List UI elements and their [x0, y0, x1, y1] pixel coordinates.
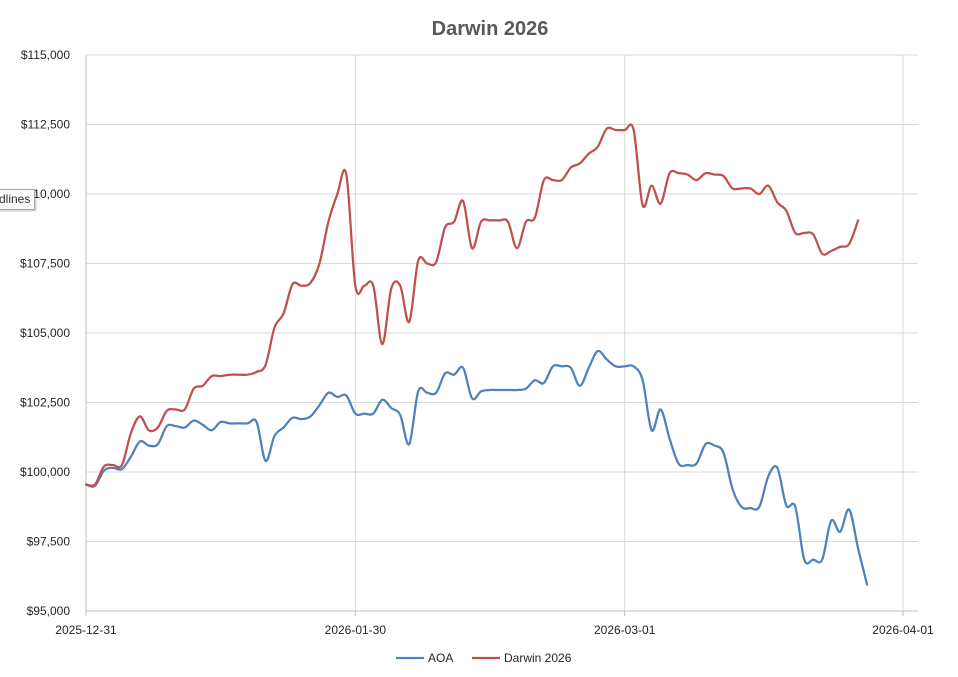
- y-tick-label: $115,000: [21, 48, 70, 62]
- chart-grid: [86, 54, 918, 611]
- x-tick-label: 2026-01-30: [325, 623, 387, 637]
- x-tick-label: 2025-12-31: [55, 623, 117, 637]
- chart-title: Darwin 2026: [432, 18, 549, 40]
- y-tick-label: $102,500: [20, 396, 70, 410]
- series-line-aoa: [84, 349, 869, 586]
- legend: AOA Darwin 2026: [396, 651, 572, 665]
- x-tick-label: 2026-04-01: [872, 623, 934, 637]
- legend-label: AOA: [428, 651, 453, 665]
- y-tick-label: $95,000: [27, 604, 71, 618]
- x-axis-ticks: 2025-12-31 2026-01-30 2026-03-01 2026-04-01: [55, 623, 934, 637]
- y-axis-ticks: $95,000 $97,500 $100,000 $102,500 $105,000 $1…: [20, 48, 70, 618]
- y-tick-label: $112,500: [21, 118, 70, 132]
- y-tick-label: $100,000: [20, 465, 70, 479]
- series-line-darwin-2026: [84, 123, 860, 487]
- x-tick-label: 2026-03-01: [594, 623, 656, 637]
- plot-area: [84, 123, 869, 586]
- y-tick-label: $107,500: [20, 257, 70, 271]
- y-tick-label: $97,500: [27, 535, 71, 549]
- gridlines-tooltip: dlines: [0, 189, 36, 210]
- legend-label: Darwin 2026: [504, 651, 572, 665]
- chart-axes: [85, 55, 918, 616]
- y-tick-label: $105,000: [20, 326, 70, 340]
